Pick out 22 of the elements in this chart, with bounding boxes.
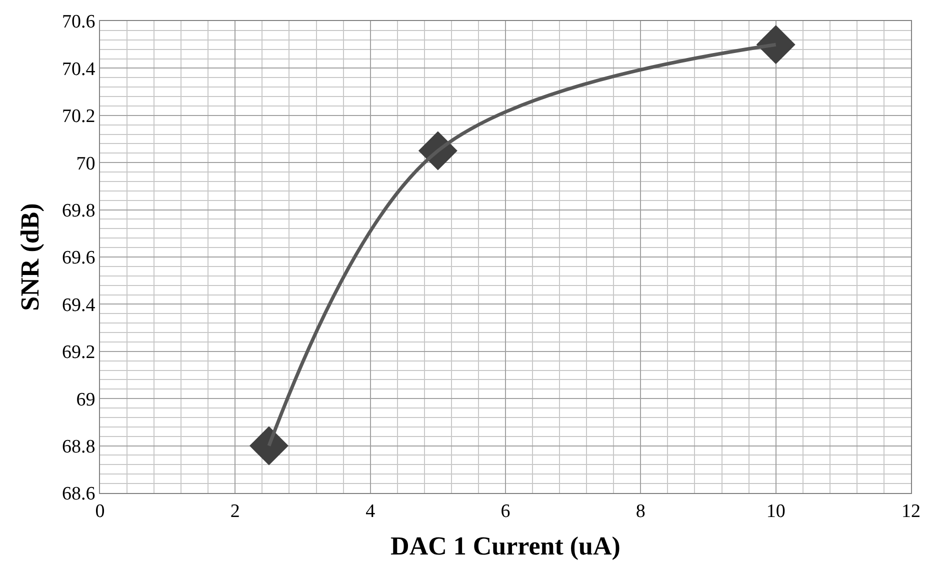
- x-tick-label: 0: [95, 500, 105, 522]
- x-tick-label: 4: [366, 500, 376, 522]
- y-tick-label: 70.6: [62, 12, 96, 33]
- x-tick-label: 10: [766, 500, 786, 522]
- x-tick-label: 2: [230, 500, 240, 522]
- x-axis-title: DAC 1 Current (uA): [390, 532, 620, 560]
- y-tick-label: 69.8: [62, 200, 96, 222]
- y-tick-label: 69: [76, 389, 96, 410]
- y-tick-label: 69.2: [62, 342, 96, 364]
- y-axis-title: SNR (dB): [15, 203, 44, 311]
- x-tick-label: 12: [902, 500, 920, 522]
- y-tick-label: 69.6: [62, 248, 96, 269]
- y-tick-label: 70.2: [62, 106, 96, 128]
- y-tick-label: 70: [76, 153, 96, 174]
- y-tick-label: 68.6: [62, 484, 96, 505]
- y-tick-label: 68.8: [62, 436, 96, 458]
- y-tick-label: 69.4: [62, 294, 96, 316]
- y-tick-label: 70.4: [62, 58, 96, 80]
- x-tick-label: 6: [500, 500, 510, 522]
- x-tick-label: 8: [636, 500, 646, 522]
- point: [756, 25, 796, 64]
- point: [249, 426, 288, 466]
